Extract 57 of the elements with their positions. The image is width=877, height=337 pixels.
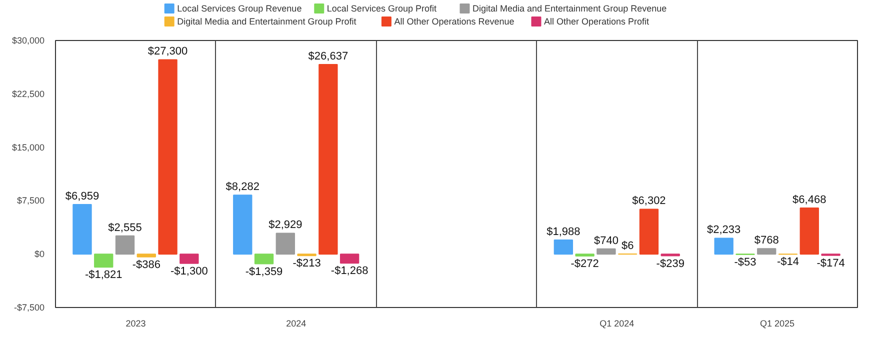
data-label: $8,282: [226, 181, 260, 194]
x-tick-label: 2023: [126, 318, 146, 328]
y-tick-label: $30,000: [12, 36, 45, 46]
x-tick-label: Q1 2025: [760, 318, 795, 328]
data-label: $2,233: [707, 224, 741, 236]
data-label: -$1,821: [84, 269, 122, 282]
legend-label: All Other Operations Profit: [544, 16, 650, 26]
data-label: $6,468: [792, 194, 826, 206]
legend-label: Local Services Group Revenue: [177, 4, 302, 14]
data-label: -$174: [816, 257, 845, 270]
data-label: $26,637: [308, 50, 348, 62]
bar: [136, 254, 156, 258]
y-tick-label: $15,000: [12, 142, 45, 152]
data-label: -$1,300: [170, 265, 208, 278]
bar: [233, 194, 252, 255]
data-label: -$14: [776, 256, 800, 268]
legend-label: All Other Operations Revenue: [394, 16, 514, 26]
x-tick-label: Q1 2024: [600, 318, 634, 328]
data-label: -$53: [734, 256, 756, 268]
data-label: -$1,359: [245, 266, 283, 278]
bar: [254, 254, 274, 264]
data-label: $2,929: [268, 219, 302, 232]
data-label: $6,959: [65, 190, 100, 203]
data-label: -$213: [292, 258, 321, 270]
data-label: $6: [621, 240, 634, 252]
bar: [800, 208, 819, 255]
data-label: -$272: [570, 258, 599, 270]
bar: [757, 248, 776, 255]
bar: [72, 204, 92, 255]
bar: [318, 64, 338, 255]
bar: [714, 238, 734, 255]
data-label: $27,300: [148, 46, 188, 58]
data-label: -$1,268: [330, 265, 368, 278]
data-label: $740: [594, 234, 618, 247]
data-label: -$239: [656, 258, 684, 270]
bar: [276, 232, 295, 255]
y-tick-label: $7,500: [16, 196, 45, 206]
legend-label: Local Services Group Profit: [326, 4, 437, 14]
y-tick-label: $0: [34, 249, 45, 260]
bar: [554, 239, 574, 255]
bar: [180, 254, 199, 264]
bar: [115, 235, 135, 255]
x-tick-label: 2024: [286, 318, 306, 328]
data-label: $768: [754, 234, 779, 247]
bar: [340, 254, 360, 264]
legend-label: Digital Media and Entertainment Group Revenue: [472, 4, 667, 14]
bar: [639, 208, 659, 255]
data-label: $2,555: [108, 222, 142, 234]
bar: [158, 59, 178, 255]
data-label: $1,988: [546, 226, 580, 238]
bar: [596, 248, 616, 255]
data-label: -$386: [132, 258, 160, 271]
bar: [94, 254, 114, 268]
y-tick-label: -$7,500: [14, 302, 45, 312]
data-label: $6,302: [632, 195, 666, 208]
legend-label: Digital Media and Entertainment Group Profit: [177, 16, 357, 26]
y-tick-label: $22,500: [12, 88, 45, 99]
